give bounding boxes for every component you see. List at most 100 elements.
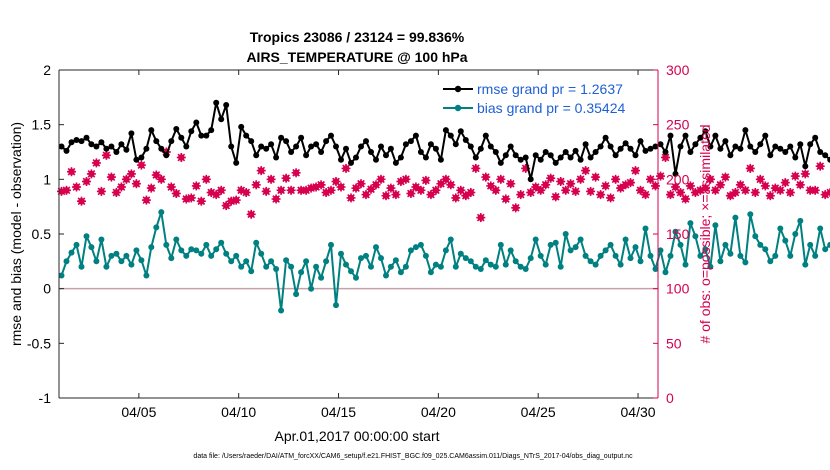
obs-count-marker: [91, 158, 101, 168]
bias-point: [632, 244, 639, 251]
obs-star-ray: [262, 187, 271, 196]
y-axis-label-right: # of obs: o=possible; ×=assimilated: [697, 124, 713, 343]
bias-point: [722, 241, 729, 248]
obs-count-marker: [401, 174, 411, 184]
obs-star-ray: [402, 175, 410, 184]
obs-count-marker: [201, 174, 211, 184]
bias-point: [457, 250, 464, 257]
obs-count-marker: [631, 166, 640, 176]
bias-point: [822, 246, 829, 253]
rmse-point: [412, 132, 419, 139]
bias-point: [422, 252, 429, 259]
bias-point: [527, 255, 534, 262]
rmse-point: [313, 141, 320, 148]
obs-count-marker: [131, 179, 141, 189]
bias-point: [243, 258, 250, 265]
bias-point: [477, 266, 484, 272]
obs-star-ray: [87, 170, 96, 178]
rmse-point: [238, 123, 245, 130]
obs-count-marker: [216, 185, 226, 195]
obs-count-marker: [246, 209, 256, 219]
obs-star-ray: [167, 183, 176, 191]
rmse-point: [747, 143, 754, 150]
bias-point: [657, 247, 664, 254]
bias-point: [88, 244, 95, 251]
bias-point: [627, 255, 634, 262]
bias-point: [512, 258, 519, 265]
bias-point: [163, 241, 170, 248]
rmse-point: [452, 141, 459, 148]
obs-star-ray: [272, 195, 280, 203]
obs-count-marker: [231, 195, 241, 205]
obs-star-ray: [741, 186, 750, 195]
rmse-point: [168, 138, 175, 145]
obs-star-ray: [566, 179, 575, 188]
rmse-point: [572, 147, 579, 154]
rmse-point: [822, 152, 829, 159]
obs-count-marker: [67, 167, 76, 177]
x-tick-label: 04/05: [121, 404, 156, 420]
rmse-point: [582, 141, 589, 148]
rmse-point: [687, 149, 694, 155]
rmse-point: [213, 99, 220, 106]
obs-star-ray: [596, 190, 605, 199]
bias-point: [133, 247, 140, 254]
obs-count-marker: [825, 188, 830, 197]
rmse-point: [632, 152, 639, 159]
obs-star-ray: [77, 197, 86, 206]
bias-point: [532, 236, 539, 243]
rmse-point: [392, 159, 399, 166]
rmse-point: [492, 149, 499, 155]
obs-star-ray: [257, 166, 266, 175]
rmse-point: [462, 137, 469, 143]
obs-count-marker: [186, 193, 196, 203]
obs-star-ray: [471, 164, 480, 173]
bias-point: [542, 261, 549, 268]
bias-point: [432, 261, 439, 268]
bias-point: [652, 266, 659, 272]
rmse-point: [233, 159, 240, 166]
obs-star-ray: [646, 175, 655, 184]
rmse-point: [522, 154, 529, 161]
obs-star-ray: [491, 186, 500, 195]
rmse-point: [437, 156, 444, 163]
obs-count-marker: [116, 182, 126, 192]
rmse-point: [203, 132, 210, 139]
rmse-point: [527, 176, 534, 183]
obs-star-ray: [107, 173, 116, 181]
obs-count-marker: [416, 185, 426, 195]
obs-star-ray: [511, 203, 520, 212]
obs-star-ray: [676, 188, 685, 197]
obs-star-ray: [187, 194, 196, 202]
bias-point: [802, 261, 809, 268]
obs-star-ray: [706, 175, 715, 184]
obs-count-marker: [591, 172, 601, 182]
obs-count-marker: [750, 188, 760, 197]
obs-star-ray: [456, 186, 465, 195]
obs-star-ray: [801, 170, 810, 178]
obs-star-ray: [736, 180, 745, 189]
rmse-point: [228, 143, 235, 150]
bias-point: [552, 239, 559, 246]
obs-count-marker: [506, 179, 516, 189]
rmse-point: [792, 154, 799, 161]
bias-point: [472, 263, 479, 270]
obs-count-marker: [646, 174, 655, 184]
obs-star-ray: [561, 186, 570, 195]
obs-count-marker: [720, 172, 730, 182]
rmse-point: [178, 134, 185, 141]
bias-point: [597, 252, 604, 259]
rmse-point: [772, 143, 779, 150]
rmse-point: [383, 152, 389, 159]
obs-star-ray: [217, 186, 226, 195]
rmse-point: [607, 143, 614, 150]
obs-count-marker: [666, 190, 675, 200]
obs-count-marker: [815, 161, 825, 171]
rmse-point: [283, 138, 290, 145]
obs-star-ray: [387, 184, 395, 192]
obs-count-marker: [251, 180, 261, 190]
rmse-point: [293, 143, 300, 150]
bias-point: [392, 257, 399, 264]
obs-star-ray: [142, 196, 151, 204]
obs-star-ray: [721, 173, 730, 181]
